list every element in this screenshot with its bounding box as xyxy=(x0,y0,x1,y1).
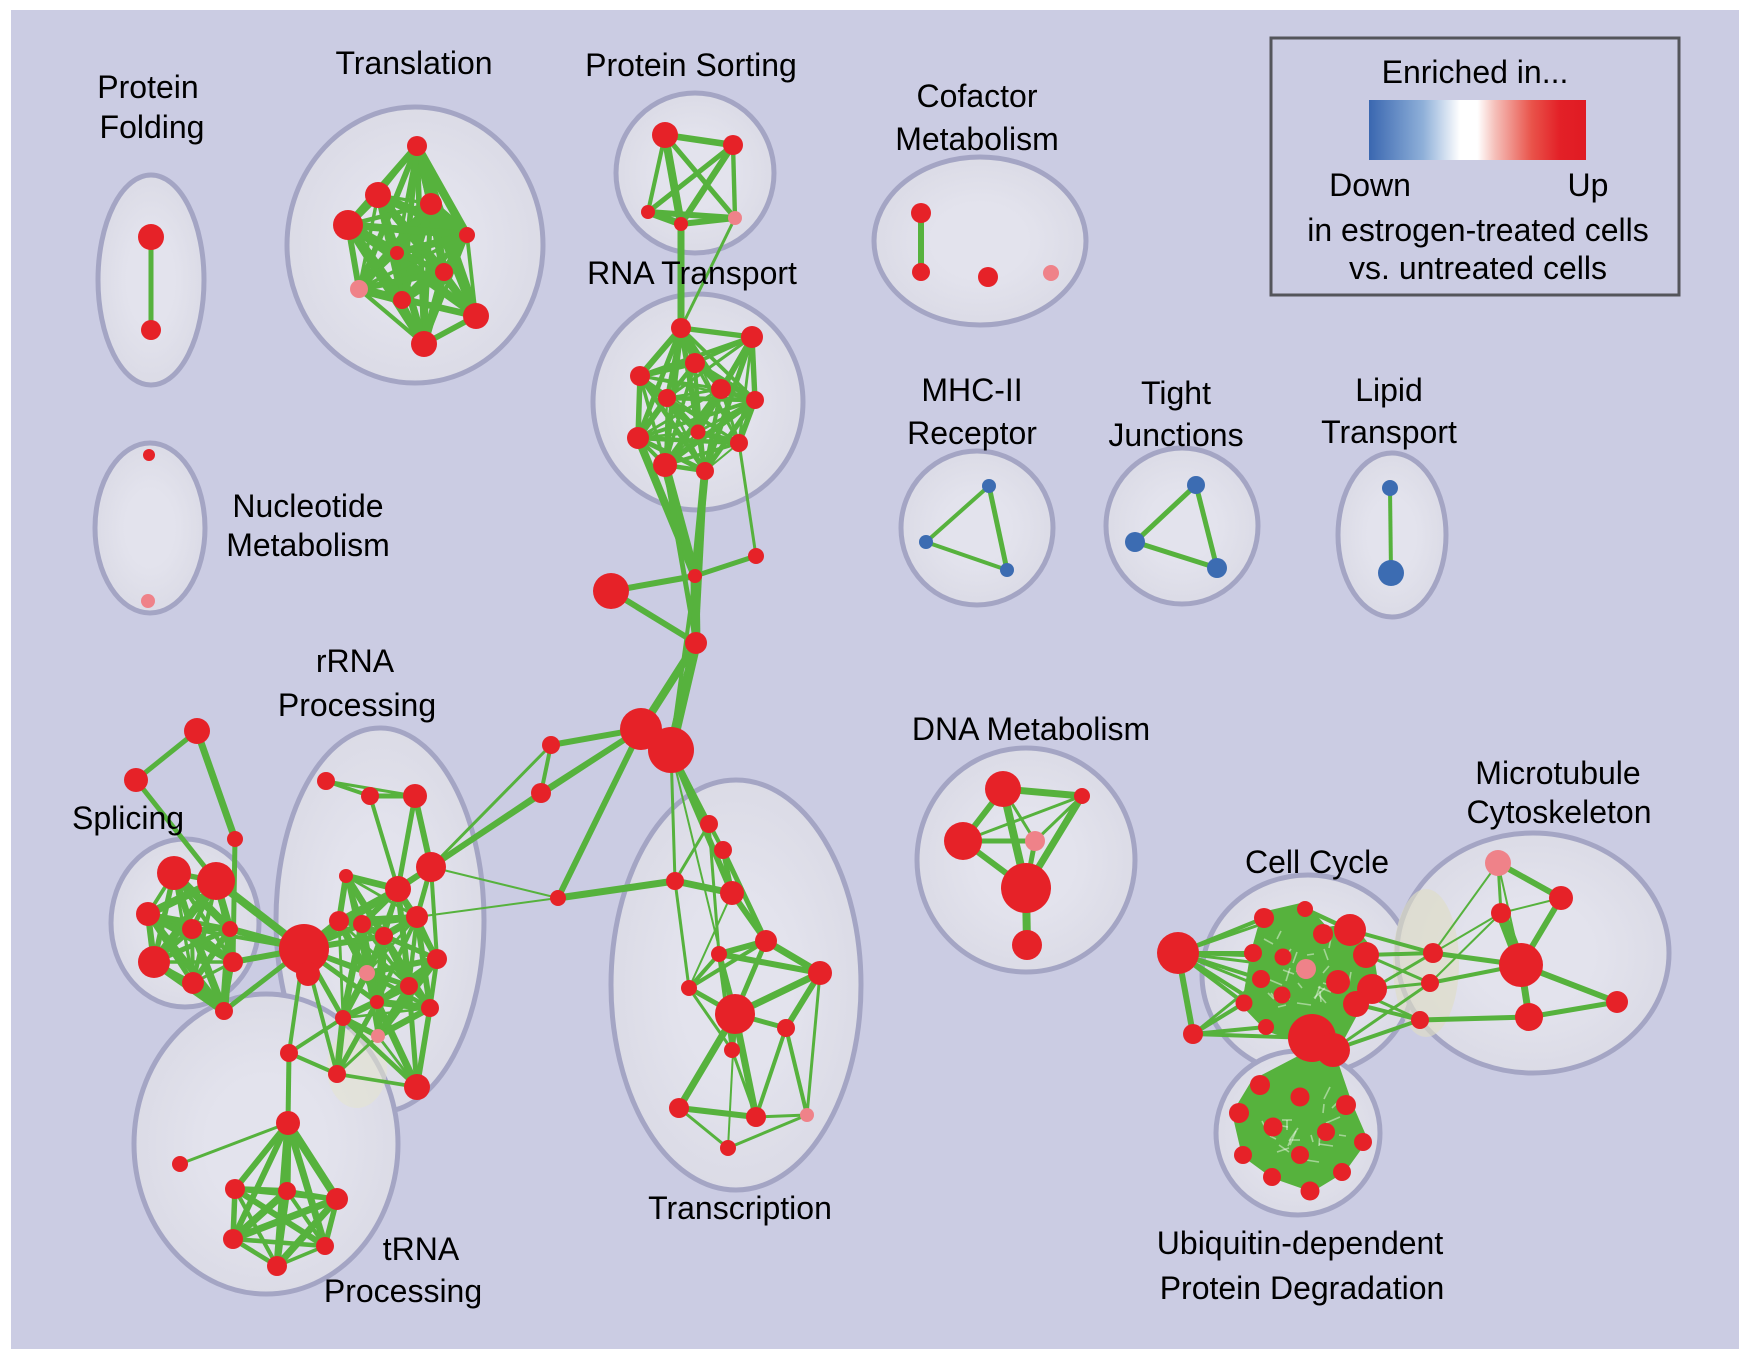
svg-text:Protein Degradation: Protein Degradation xyxy=(1160,1270,1445,1306)
svg-text:Enriched in...: Enriched in... xyxy=(1382,54,1569,90)
svg-text:Metabolism: Metabolism xyxy=(226,527,390,563)
svg-text:Down: Down xyxy=(1329,167,1411,203)
svg-text:Transcription: Transcription xyxy=(648,1190,832,1226)
svg-text:RNA Transport: RNA Transport xyxy=(587,255,797,291)
svg-text:Metabolism: Metabolism xyxy=(895,121,1059,157)
svg-text:Processing: Processing xyxy=(324,1273,482,1309)
svg-text:DNA Metabolism: DNA Metabolism xyxy=(912,711,1150,747)
svg-text:Receptor: Receptor xyxy=(907,415,1037,451)
svg-text:Protein: Protein xyxy=(97,69,198,105)
svg-text:Cytoskeleton: Cytoskeleton xyxy=(1467,794,1652,830)
svg-text:Folding: Folding xyxy=(100,109,205,145)
svg-text:Cofactor: Cofactor xyxy=(917,78,1038,114)
svg-text:Cell Cycle: Cell Cycle xyxy=(1245,844,1389,880)
svg-text:Splicing: Splicing xyxy=(72,800,184,836)
svg-text:vs. untreated cells: vs. untreated cells xyxy=(1349,250,1607,286)
svg-text:Microtubule: Microtubule xyxy=(1475,755,1640,791)
svg-text:rRNA: rRNA xyxy=(316,643,395,679)
svg-text:Up: Up xyxy=(1568,167,1609,203)
svg-text:MHC-II: MHC-II xyxy=(921,372,1022,408)
svg-text:Protein Sorting: Protein Sorting xyxy=(585,47,797,83)
svg-text:Tight: Tight xyxy=(1141,375,1211,411)
svg-text:Ubiquitin-dependent: Ubiquitin-dependent xyxy=(1157,1225,1444,1261)
svg-text:Lipid: Lipid xyxy=(1355,372,1423,408)
svg-text:Translation: Translation xyxy=(335,45,492,81)
svg-text:in estrogen-treated cells: in estrogen-treated cells xyxy=(1307,212,1649,248)
svg-text:Processing: Processing xyxy=(278,687,436,723)
svg-text:Junctions: Junctions xyxy=(1108,417,1243,453)
svg-text:Nucleotide: Nucleotide xyxy=(232,488,383,524)
svg-text:Transport: Transport xyxy=(1321,414,1457,450)
svg-text:tRNA: tRNA xyxy=(383,1231,460,1267)
